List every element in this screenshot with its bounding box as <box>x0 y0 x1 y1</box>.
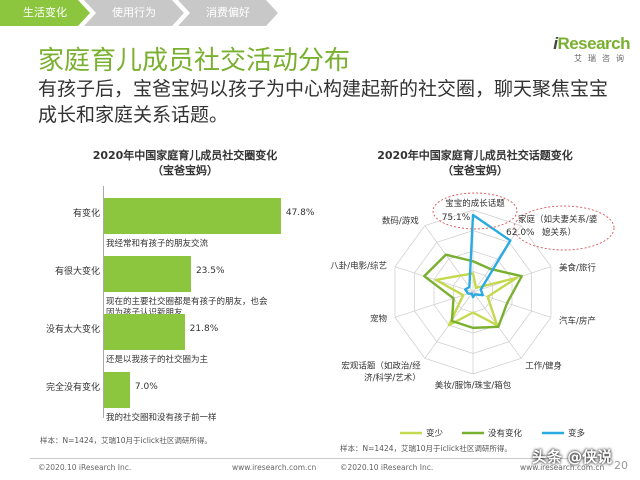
footer-url-left: www.iresearch.com.cn <box>232 463 317 472</box>
bar-value-label: 7.0% <box>134 382 158 392</box>
radar-axis-label: 明星八卦/电影/综艺 <box>330 261 387 272</box>
bar-value-label: 21.8% <box>189 324 219 334</box>
legend-label: 变多 <box>568 428 586 439</box>
bar <box>104 314 185 350</box>
bar <box>104 256 191 292</box>
page-subtitle: 有孩子后，宝爸宝妈以孩子为中心构建起新的社交圈，聊天聚焦宝宝成长和家庭关系话题。 <box>38 78 609 126</box>
radar-spoke <box>394 266 474 293</box>
radar-series-line <box>464 213 512 299</box>
social-circle-bar-chart: 有变化 47.8% 我经常和有孩子的朋友交流有很大变化 23.5% 现在的主要社交圈都是… <box>40 186 330 426</box>
bar-axis-line <box>103 186 104 418</box>
bar-note: 我经常和有孩子的朋友交流 <box>106 239 209 249</box>
bar-category-label: 有很大变化 <box>54 267 100 277</box>
left-chart-title: 2020年中国家庭育儿成员社交圈变化 （宝爸宝妈） <box>92 149 278 177</box>
radar-spoke <box>472 225 522 293</box>
legend-label: 变少 <box>426 428 444 439</box>
bar-row: 没有太大变化 21.8% 还是以我孩子的社交圈为主 <box>40 302 330 365</box>
callout-label: 家庭（如夫妻关系/婆 <box>518 214 598 225</box>
callout-ellipse <box>513 205 615 251</box>
tab-life-change[interactable]: 生活变化 <box>0 0 90 26</box>
bar-category-label: 有变化 <box>72 209 100 219</box>
callout-ellipse <box>432 192 518 230</box>
radar-axis-label: 宠物 <box>370 313 388 324</box>
tab-consumption-preference[interactable]: 消费偏好 <box>178 0 278 26</box>
iresearch-logo: iResearch 艾瑞咨询 <box>553 34 630 63</box>
footer-copyright-right: ©2020.10 iResearch Inc. <box>340 463 434 472</box>
bar-note: 现在的主要社交圈都是有孩子的朋友，也会 因为孩子认识新朋友 <box>106 297 268 318</box>
bar-category-label: 没有太大变化 <box>45 325 100 335</box>
callout-label: 宝宝的成长话题 <box>445 198 505 209</box>
footer-url-right: www.iresearch.com.cn <box>520 463 605 472</box>
bar-row: 完全没有变化 7.0% 我的社交圈和没有孩子前一样 <box>40 360 330 423</box>
callout-value: 75.1% <box>442 213 471 223</box>
bar <box>104 372 130 408</box>
radar-axis-label: 济/科学/艺术） <box>364 372 421 383</box>
radar-axis-label: 数码/游戏 <box>382 216 419 227</box>
radar-axis-label: 美食/旅行 <box>559 263 596 274</box>
bar-note: 还是以我孩子的社交圈为主 <box>106 355 209 365</box>
bar-value-label: 47.8% <box>285 208 315 218</box>
radar-axis-label: 美妆/服饰/珠宝/箱包 <box>435 380 512 391</box>
bar-row: 有变化 47.8% 我经常和有孩子的朋友交流 <box>40 186 330 249</box>
footer-copyright-left: ©2020.10 iResearch Inc. <box>38 463 132 472</box>
footer-divider <box>30 458 610 459</box>
radar-axis-label: 汽车/房产 <box>559 315 596 326</box>
page-title: 家庭育儿成员社交活动分布 <box>38 46 351 76</box>
callout-value: 62.0% <box>506 228 535 238</box>
radar-axis-label: 宏观话题（如政治/经 <box>341 360 421 371</box>
callout-label: 媳关系） <box>542 227 576 238</box>
radar-spoke <box>424 225 474 293</box>
watermark: 头条 @侠说 <box>532 448 613 466</box>
section-tabs: 生活变化 使用行为 消费偏好 <box>0 0 272 26</box>
radar-series-line <box>423 253 523 330</box>
right-chart-source: 样本：N=1424，艾瑞10月于iclick社区调研所得。 <box>340 444 512 453</box>
page-number: 20 <box>614 459 628 472</box>
tab-usage-behavior[interactable]: 使用行为 <box>84 0 184 26</box>
bar-note: 我的社交圈和没有孩子前一样 <box>106 413 217 423</box>
bar-category-label: 完全没有变化 <box>45 383 100 393</box>
right-chart-title: 2020年中国家庭育儿成员社交话题变化 （宝爸宝妈） <box>377 149 573 177</box>
bar-value-label: 23.5% <box>195 266 225 276</box>
radar-spoke <box>472 291 552 318</box>
radar-series-line <box>434 272 519 327</box>
radar-axis-label: 工作/健身 <box>525 360 562 371</box>
legend-label: 没有变化 <box>488 428 523 439</box>
bar-row: 有很大变化 23.5% 现在的主要社交圈都是有孩子的朋友，也会 因为孩子认识新朋友 <box>40 244 330 318</box>
radar-spoke <box>394 291 474 318</box>
bar <box>104 198 281 234</box>
left-chart-source: 样本：N=1424，艾瑞10月于iclick社区调研所得。 <box>40 436 212 445</box>
